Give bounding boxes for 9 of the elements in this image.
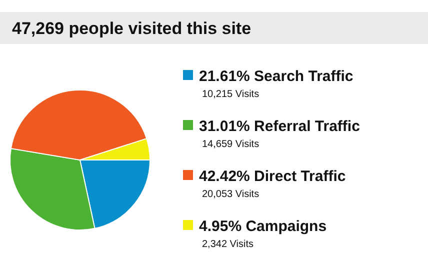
text: 10,215 Visits: [202, 89, 260, 100]
legend-label: 21.61% Search Traffic: [199, 68, 354, 85]
text: 2,342 Visits: [202, 239, 254, 250]
text: 14,659 Visits: [202, 139, 260, 150]
chart-title: 47,269 people visited this site: [12, 19, 252, 38]
legend-label: 4.95% Campaigns: [199, 218, 327, 235]
legend-label: 31.01% Referral Traffic: [199, 118, 360, 135]
text: 20,053 Visits: [202, 189, 260, 200]
legend-label: 42.42% Direct Traffic: [199, 168, 346, 185]
